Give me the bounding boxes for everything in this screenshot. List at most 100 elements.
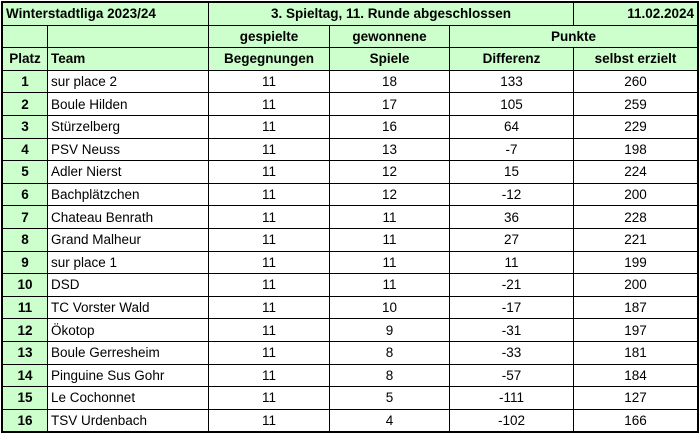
points-scored: 199 bbox=[573, 250, 699, 275]
rank-cell: 7 bbox=[2, 205, 48, 229]
games-won: 11 bbox=[329, 273, 450, 297]
team-name: Chateau Benrath bbox=[47, 205, 209, 229]
games-won: 18 bbox=[329, 69, 450, 94]
games-played: 11 bbox=[208, 340, 330, 365]
table-row: 8 Grand Malheur 11 11 27 221 bbox=[2, 227, 699, 252]
points-scored: 184 bbox=[573, 363, 699, 388]
points-scored: 200 bbox=[573, 273, 699, 297]
team-name: Pinguine Sus Gohr bbox=[47, 363, 209, 388]
title-row: Winterstadtliga 2023/24 3. Spieltag, 11.… bbox=[2, 2, 699, 26]
team-name: TC Vorster Wald bbox=[47, 295, 209, 320]
table-row: 10 DSD 11 11 -21 200 bbox=[2, 273, 699, 297]
points-difference: -111 bbox=[448, 386, 575, 410]
rank-cell: 6 bbox=[2, 182, 48, 207]
points-difference: -33 bbox=[448, 340, 575, 365]
games-won: 11 bbox=[329, 227, 450, 252]
points-difference: 15 bbox=[448, 160, 575, 184]
team-name: PSV Neuss bbox=[47, 137, 209, 162]
rank-cell: 16 bbox=[2, 408, 48, 433]
table-row: 12 Ökotop 11 9 -31 197 bbox=[2, 318, 699, 342]
games-played: 11 bbox=[208, 92, 330, 116]
games-won: 13 bbox=[329, 137, 450, 162]
table-row: 7 Chateau Benrath 11 11 36 228 bbox=[2, 205, 699, 229]
points-scored: 228 bbox=[573, 205, 699, 229]
games-played: 11 bbox=[208, 205, 330, 229]
points-difference: -12 bbox=[448, 182, 575, 207]
rank-cell: 8 bbox=[2, 227, 48, 252]
games-played: 11 bbox=[208, 182, 330, 207]
games-header: Begegnungen bbox=[208, 47, 330, 71]
games-won: 8 bbox=[329, 363, 450, 388]
games-played: 11 bbox=[208, 160, 330, 184]
games-played: 11 bbox=[208, 408, 330, 433]
points-difference: -21 bbox=[448, 273, 575, 297]
games-played: 11 bbox=[208, 318, 330, 342]
rank-cell: 9 bbox=[2, 250, 48, 275]
rank-cell: 10 bbox=[2, 273, 48, 297]
points-difference: -17 bbox=[448, 295, 575, 320]
rank-cell: 13 bbox=[2, 340, 48, 365]
games-won: 10 bbox=[329, 295, 450, 320]
games-won: 9 bbox=[329, 318, 450, 342]
team-name: sur place 2 bbox=[47, 69, 209, 94]
points-difference: -7 bbox=[448, 137, 575, 162]
games-played: 11 bbox=[208, 227, 330, 252]
points-scored: 127 bbox=[573, 386, 699, 410]
platz-header-top bbox=[2, 24, 48, 49]
games-played: 11 bbox=[208, 250, 330, 275]
rank-cell: 11 bbox=[2, 295, 48, 320]
team-name: Boule Hilden bbox=[47, 92, 209, 116]
points-difference: 64 bbox=[448, 114, 575, 139]
games-played: 11 bbox=[208, 386, 330, 410]
points-scored: 224 bbox=[573, 160, 699, 184]
rank-cell: 15 bbox=[2, 386, 48, 410]
points-scored: 187 bbox=[573, 295, 699, 320]
points-scored: 198 bbox=[573, 137, 699, 162]
rank-cell: 2 bbox=[2, 92, 48, 116]
platz-header: Platz bbox=[2, 47, 48, 71]
won-header-top: gewonnene bbox=[329, 24, 450, 49]
table-date: 11.02.2024 bbox=[573, 2, 699, 26]
rank-cell: 4 bbox=[2, 137, 48, 162]
points-difference: 11 bbox=[448, 250, 575, 275]
games-won: 5 bbox=[329, 386, 450, 410]
table-row: 3 Stürzelberg 11 16 64 229 bbox=[2, 114, 699, 139]
points-scored: 229 bbox=[573, 114, 699, 139]
points-scored: 260 bbox=[573, 69, 699, 94]
standings-body: Winterstadtliga 2023/24 3. Spieltag, 11.… bbox=[2, 2, 699, 433]
team-name: Grand Malheur bbox=[47, 227, 209, 252]
games-won: 11 bbox=[329, 250, 450, 275]
table-row: 11 TC Vorster Wald 11 10 -17 187 bbox=[2, 295, 699, 320]
games-won: 8 bbox=[329, 340, 450, 365]
games-played: 11 bbox=[208, 363, 330, 388]
points-scored: 181 bbox=[573, 340, 699, 365]
column-header-row-2: Platz Team Begegnungen Spiele Differenz … bbox=[2, 47, 699, 71]
games-won: 16 bbox=[329, 114, 450, 139]
table-row: 5 Adler Nierst 11 12 15 224 bbox=[2, 160, 699, 184]
team-name: Ökotop bbox=[47, 318, 209, 342]
table-row: 16 TSV Urdenbach 11 4 -102 166 bbox=[2, 408, 699, 433]
rank-cell: 1 bbox=[2, 69, 48, 94]
team-name: TSV Urdenbach bbox=[47, 408, 209, 433]
team-name: Adler Nierst bbox=[47, 160, 209, 184]
games-won: 4 bbox=[329, 408, 450, 433]
diff-header: Differenz bbox=[448, 47, 575, 71]
points-scored: 197 bbox=[573, 318, 699, 342]
won-header: Spiele bbox=[329, 47, 450, 71]
games-won: 11 bbox=[329, 205, 450, 229]
team-name: Boule Gerresheim bbox=[47, 340, 209, 365]
points-scored: 166 bbox=[573, 408, 699, 433]
games-played: 11 bbox=[208, 295, 330, 320]
table-row: 4 PSV Neuss 11 13 -7 198 bbox=[2, 137, 699, 162]
points-difference: 36 bbox=[448, 205, 575, 229]
rank-cell: 3 bbox=[2, 114, 48, 139]
round-status: 3. Spieltag, 11. Runde abgeschlossen bbox=[207, 2, 575, 26]
standings-table: Winterstadtliga 2023/24 3. Spieltag, 11.… bbox=[0, 0, 700, 434]
rank-cell: 14 bbox=[2, 363, 48, 388]
team-name: Stürzelberg bbox=[47, 114, 209, 139]
points-difference: -57 bbox=[448, 363, 575, 388]
team-name: DSD bbox=[47, 273, 209, 297]
column-header-row-1: gespielte gewonnene Punkte bbox=[2, 24, 699, 49]
games-played: 11 bbox=[208, 273, 330, 297]
points-difference: -31 bbox=[448, 318, 575, 342]
